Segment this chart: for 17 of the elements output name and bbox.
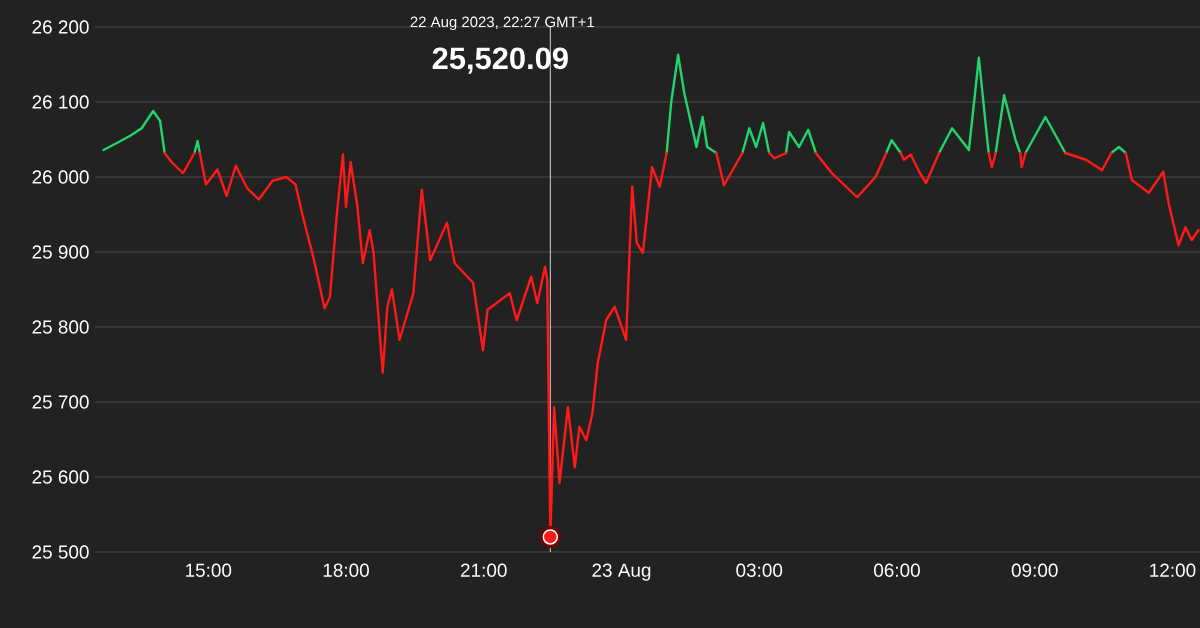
x-tick-label: 23 Aug (592, 563, 651, 581)
x-tick-label: 03:00 (736, 563, 783, 577)
y-tick-label: 25 800 (32, 320, 89, 334)
x-tick-label: 06:00 (874, 563, 920, 577)
x-tick-label: 15:00 (186, 563, 232, 577)
y-tick-label: 26 100 (32, 95, 89, 109)
x-tick-label: 21:00 (461, 563, 507, 577)
y-tick-label: 25 900 (32, 245, 89, 259)
x-tick-label: 18:00 (323, 563, 369, 577)
y-tick-label: 25 600 (32, 470, 89, 484)
y-tick-label: 26 200 (32, 20, 89, 34)
y-tick-label: 26 000 (32, 170, 89, 184)
annotation: 22 Aug 2023, 22:27 GMT+1 (410, 16, 594, 31)
y-tick-label: 25 500 (32, 545, 89, 559)
x-tick-label: 09:00 (1011, 563, 1058, 577)
y-tick-label: 25 700 (32, 395, 89, 409)
x-tick-label: 12:00 (1150, 563, 1196, 577)
